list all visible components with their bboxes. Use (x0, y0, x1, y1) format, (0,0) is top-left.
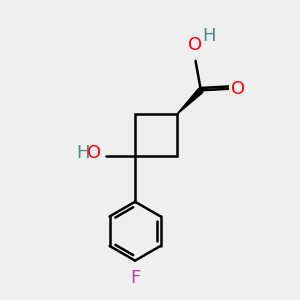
Text: H: H (76, 144, 89, 162)
Text: O: O (87, 144, 101, 162)
Text: O: O (188, 35, 203, 53)
Text: H: H (202, 27, 216, 45)
Polygon shape (177, 88, 203, 115)
Text: F: F (130, 269, 140, 287)
Text: O: O (232, 80, 246, 98)
